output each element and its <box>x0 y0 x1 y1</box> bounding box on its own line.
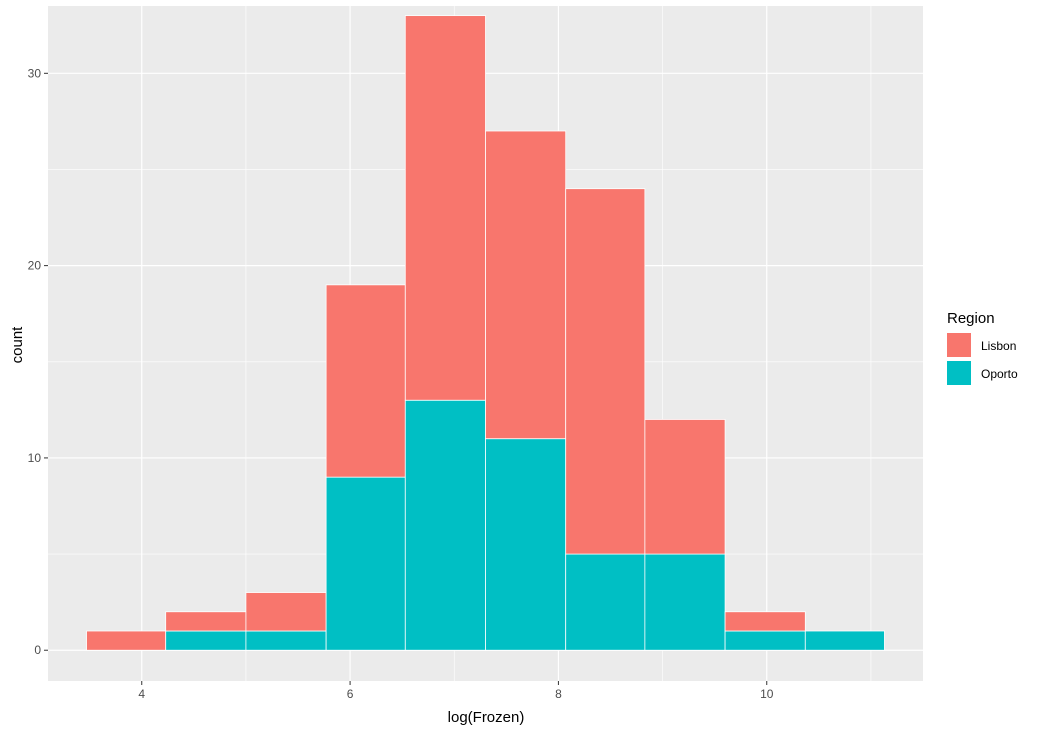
bar-lisbon-bin-9 <box>724 611 806 632</box>
bar-lisbon-bin-6 <box>485 130 567 440</box>
y-axis: 0 10 20 30 <box>28 66 48 657</box>
x-tick-label: 4 <box>138 687 145 701</box>
bar-oporto-bin-3 <box>245 630 327 651</box>
bar-oporto-bin-4 <box>325 476 406 651</box>
bar-oporto-bin-7 <box>565 553 646 651</box>
legend-key-oporto <box>947 361 971 385</box>
bar-lisbon-bin-3 <box>245 592 327 632</box>
x-tick-label: 6 <box>347 687 354 701</box>
y-tick-label: 20 <box>28 259 42 273</box>
bars <box>86 15 885 651</box>
bar-oporto-bin-6 <box>485 438 567 651</box>
y-tick-label: 10 <box>28 451 42 465</box>
y-axis-title: count <box>9 326 26 364</box>
bar-oporto-bin-2 <box>165 630 247 651</box>
y-tick-label: 30 <box>28 66 42 80</box>
bar-lisbon-bin-2 <box>165 611 247 632</box>
bar-lisbon-bin-7 <box>565 188 646 555</box>
bar-oporto-bin-5 <box>404 399 486 651</box>
legend-label-lisbon: Lisbon <box>981 339 1016 353</box>
bar-lisbon-bin-4 <box>325 284 406 478</box>
bar-lisbon-bin-1 <box>86 630 167 651</box>
y-tick-label: 0 <box>34 643 41 657</box>
x-axis: 4 6 8 10 <box>138 681 774 701</box>
bar-oporto-bin-10 <box>804 630 885 651</box>
legend-title: Region <box>947 310 995 327</box>
legend-key-lisbon <box>947 333 971 357</box>
bar-oporto-bin-8 <box>644 553 726 651</box>
bar-lisbon-bin-5 <box>404 15 486 401</box>
bar-oporto-bin-9 <box>724 630 806 651</box>
x-tick-label: 10 <box>760 687 774 701</box>
legend: Region Lisbon Oporto <box>947 310 1018 385</box>
x-tick-label: 8 <box>555 687 562 701</box>
x-axis-title: log(Frozen) <box>448 709 525 726</box>
legend-label-oporto: Oporto <box>981 367 1018 381</box>
bar-lisbon-bin-8 <box>644 419 726 555</box>
